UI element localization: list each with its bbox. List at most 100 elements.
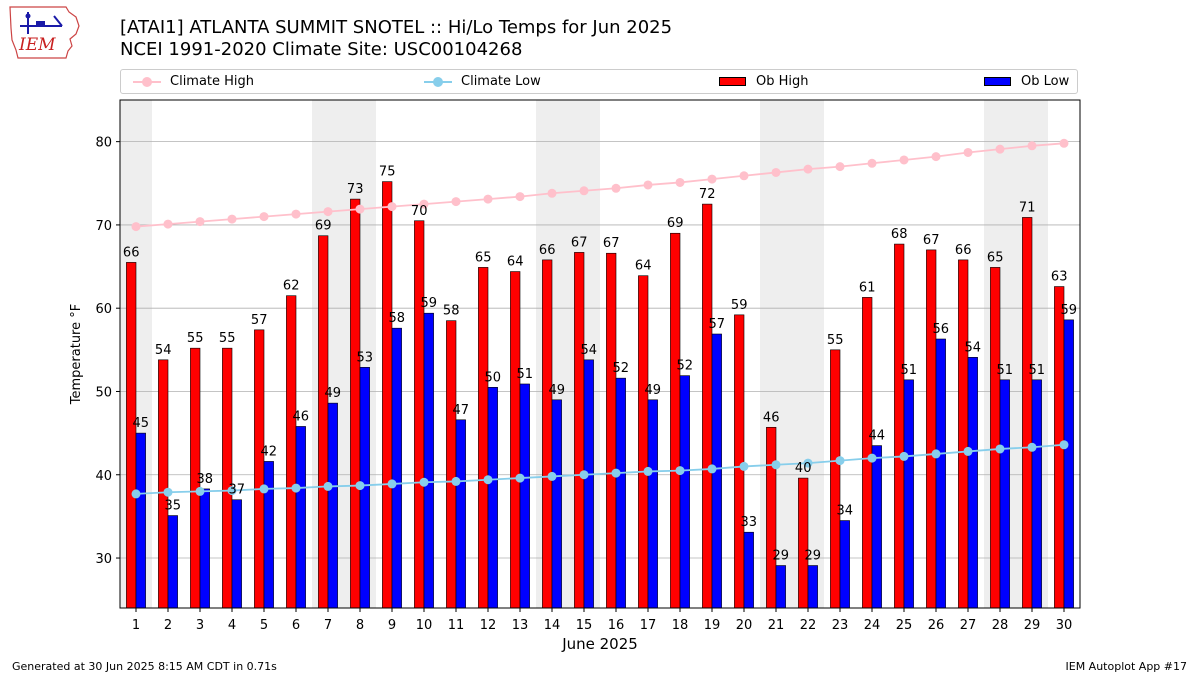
climate-high-point (227, 214, 237, 224)
chart-subtitle: NCEI 1991-2020 Climate Site: USC00104268 (120, 39, 523, 60)
x-tick-label: 5 (260, 618, 268, 633)
ob-high-label: 67 (571, 235, 588, 250)
ob-high-bar (990, 267, 1001, 609)
climate-high-point (995, 144, 1005, 154)
ob-low-bar (199, 488, 210, 609)
ob-high-bar (446, 320, 457, 609)
x-tick-label: 3 (196, 618, 204, 633)
ob-high-bar (414, 220, 425, 609)
climate-high-point (163, 219, 173, 229)
ob-low-label: 51 (1029, 363, 1046, 378)
climate-high-point (323, 207, 333, 217)
ob-high-bar (638, 275, 649, 609)
ob-low-label: 29 (773, 549, 790, 564)
ob-low-label: 49 (645, 383, 662, 398)
ob-low-bar (135, 432, 146, 609)
ob-high-label: 64 (635, 259, 652, 274)
ob-high-label: 58 (443, 304, 460, 319)
ob-low-label: 46 (293, 409, 310, 424)
ob-high-label: 40 (795, 461, 812, 476)
climate-low-point (195, 486, 205, 496)
x-tick-label: 2 (164, 618, 172, 633)
x-tick-label: 21 (768, 618, 785, 633)
x-tick-label: 9 (388, 618, 396, 633)
ob-low-label: 29 (805, 549, 822, 564)
ob-high-bar (158, 359, 169, 609)
ob-high-label: 71 (1019, 200, 1036, 215)
x-tick-label: 30 (1056, 618, 1073, 633)
ob-high-label: 66 (123, 245, 140, 260)
legend-label-ob-high: Ob High (756, 74, 809, 89)
climate-low-point (451, 476, 461, 486)
x-axis-label: June 2025 (561, 635, 638, 653)
ob-low-label: 49 (325, 386, 342, 401)
climate-high-point (1059, 138, 1069, 148)
climate-low-point (899, 451, 909, 461)
climate-low-point (643, 466, 653, 476)
ob-low-label: 38 (197, 472, 214, 487)
ob-high-label: 64 (507, 255, 524, 270)
chart-title: [ATAI1] ATLANTA SUMMIT SNOTEL :: Hi/Lo T… (120, 17, 673, 38)
ob-high-label: 66 (539, 243, 556, 258)
x-tick-label: 26 (928, 618, 945, 633)
ob-high-label: 57 (251, 313, 268, 328)
climate-high-point (131, 222, 141, 232)
legend-label-ob-low: Ob Low (1021, 74, 1070, 89)
climate-low-point (291, 483, 301, 493)
ob-low-bar (583, 359, 594, 609)
ob-high-label: 67 (603, 236, 620, 251)
ob-high-label: 59 (731, 298, 748, 313)
climate-high-point (547, 188, 557, 198)
ob-low-bar (327, 402, 338, 609)
legend-item-climate-high: Climate High (133, 70, 254, 93)
climate-high-line (135, 142, 1065, 228)
x-tick-label: 23 (832, 618, 849, 633)
climate-low-point (323, 481, 333, 491)
climate-low-point (131, 489, 141, 499)
climate-low-point (515, 473, 525, 483)
ob-low-bar (487, 387, 498, 609)
x-tick-label: 17 (640, 618, 657, 633)
climate-high-point (195, 217, 205, 227)
climate-high-point (515, 192, 525, 202)
ob-low-bar (551, 399, 562, 609)
y-tick-label: 40 (95, 469, 112, 484)
climate-low-point (163, 487, 173, 497)
ob-low-label: 51 (517, 367, 534, 382)
ob-low-label: 52 (677, 359, 694, 374)
ob-low-label: 57 (709, 317, 726, 332)
ob-high-swatch (719, 77, 746, 86)
ob-low-bar (615, 377, 626, 609)
ob-high-label: 55 (219, 331, 236, 346)
ob-low-bar (967, 357, 978, 609)
ob-low-bar (743, 531, 754, 609)
climate-low-point (995, 444, 1005, 454)
ob-high-bar (702, 203, 713, 609)
ob-low-label: 58 (389, 311, 406, 326)
ob-low-bar (519, 383, 530, 609)
climate-low-point (355, 481, 365, 491)
ob-high-bar (382, 181, 393, 609)
climate-low-point (931, 449, 941, 459)
climate-low-point (1027, 442, 1037, 452)
climate-high-point (931, 152, 941, 162)
ob-high-label: 75 (379, 165, 396, 180)
ob-low-label: 56 (933, 322, 950, 337)
ob-high-label: 72 (699, 187, 716, 202)
ob-high-bar (254, 329, 265, 609)
x-tick-label: 7 (324, 618, 332, 633)
climate-low-point (227, 486, 237, 496)
climate-low-point (707, 464, 717, 474)
ob-low-bar (935, 338, 946, 609)
ob-high-bar (830, 349, 841, 609)
ob-high-bar (734, 314, 745, 609)
ob-low-bar (871, 445, 882, 609)
ob-high-label: 61 (859, 280, 876, 295)
x-tick-label: 1 (132, 618, 140, 633)
climate-high-point (835, 162, 845, 172)
climate-low-point (739, 461, 749, 471)
climate-high-swatch (133, 76, 161, 88)
ob-high-bar (766, 426, 777, 609)
x-tick-label: 11 (448, 618, 465, 633)
